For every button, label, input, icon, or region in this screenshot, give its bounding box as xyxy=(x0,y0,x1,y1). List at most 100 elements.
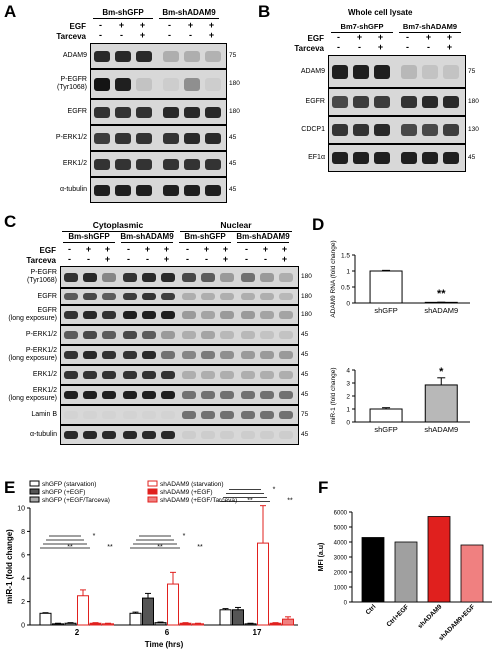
blot-band xyxy=(123,371,137,379)
blot-band xyxy=(123,311,137,319)
blot-band xyxy=(401,152,417,164)
blot-band xyxy=(142,371,156,379)
blot-band xyxy=(136,78,152,91)
mw-marker: 180 xyxy=(468,98,479,105)
treatment-sign: - xyxy=(87,254,90,264)
x-tick-label: 2 xyxy=(75,628,80,637)
treatment-label: Tarceva xyxy=(294,44,324,53)
blot-band xyxy=(102,311,116,319)
blot-band xyxy=(241,311,255,319)
y-tick-label: 4 xyxy=(346,368,350,375)
bar xyxy=(361,537,385,603)
blot-band xyxy=(83,371,97,379)
blot-band xyxy=(163,51,179,62)
treatment-sign: - xyxy=(99,20,102,30)
blot-band xyxy=(142,293,156,300)
blot-band xyxy=(163,78,179,91)
blot-band xyxy=(123,431,137,439)
treatment-label: EGF xyxy=(39,246,56,255)
y-tick-label: 3000 xyxy=(334,556,348,562)
legend-label: shADAM9 (starvation) xyxy=(160,481,224,488)
blot-band xyxy=(184,185,200,196)
group-underline xyxy=(121,242,173,243)
blot-band xyxy=(136,107,152,118)
y-tick-label: 3 xyxy=(346,381,350,388)
treatment-sign: - xyxy=(189,30,192,40)
group-underline xyxy=(237,242,289,243)
treatment-sign: - xyxy=(406,32,409,42)
significance-label: * xyxy=(183,533,186,540)
bar xyxy=(424,384,458,423)
blot-band xyxy=(94,159,110,170)
significance-label: ** xyxy=(287,498,293,505)
treatment-label: EGF xyxy=(69,22,86,31)
blot-band xyxy=(401,65,417,79)
blot-band xyxy=(353,124,369,136)
x-axis-label: Time (hrs) xyxy=(145,640,184,649)
blot-band xyxy=(353,96,369,108)
significance-label: * xyxy=(439,366,444,378)
blot-band xyxy=(83,431,97,439)
blot-strip xyxy=(60,266,299,288)
x-tick-label: Ctrl xyxy=(365,603,378,616)
legend-swatch xyxy=(147,496,158,503)
blot-band xyxy=(163,185,179,196)
treatment-sign: - xyxy=(68,254,71,264)
panel-e-label: E xyxy=(4,478,16,497)
blot-band xyxy=(184,159,200,170)
row-label: EGFR (long exposure) xyxy=(8,307,57,322)
blot-band xyxy=(182,431,196,439)
blot-band xyxy=(374,152,390,164)
blot-band xyxy=(422,124,438,136)
mw-marker: 75 xyxy=(229,52,237,59)
mw-marker: 45 xyxy=(229,160,237,167)
y-tick-label: 8 xyxy=(21,529,25,536)
bar xyxy=(154,622,167,626)
panel-f-label: F xyxy=(318,478,329,497)
panel-c-label: C xyxy=(4,212,17,231)
mw-marker: 130 xyxy=(468,126,479,133)
blot-band xyxy=(161,311,175,319)
bar xyxy=(369,270,403,304)
treatment-sign: + xyxy=(163,254,170,264)
significance-label: * xyxy=(273,487,276,494)
treatment-sign: + xyxy=(446,42,453,52)
y-tick-label: 0.5 xyxy=(341,285,350,292)
blot-band xyxy=(102,371,116,379)
blot-band xyxy=(123,331,137,339)
blot-band xyxy=(182,391,196,399)
panel-b: B Whole cell lysate Bm7-shGFP Bm7-shADAM9… xyxy=(250,0,500,175)
legend-swatch xyxy=(147,480,158,487)
blot-band xyxy=(123,351,137,359)
blot-band xyxy=(94,133,110,144)
blot-band xyxy=(220,351,234,359)
group-underline xyxy=(93,18,153,19)
treatment-label: EGF xyxy=(307,34,324,43)
treatment-sign: - xyxy=(264,254,267,264)
x-tick-label: shADAM9 xyxy=(424,425,458,434)
treatment-sign: - xyxy=(245,244,248,254)
treatment-sign: - xyxy=(406,42,409,52)
treatment-sign: - xyxy=(146,254,149,264)
bar xyxy=(427,516,451,603)
blot-band xyxy=(422,152,438,164)
blot-band xyxy=(64,391,78,399)
treatment-sign: + xyxy=(281,244,288,254)
blot-band xyxy=(220,273,234,282)
blot-band xyxy=(64,273,78,282)
y-tick-label: 0 xyxy=(21,623,25,630)
mw-marker: 180 xyxy=(301,273,312,280)
blot-band xyxy=(374,96,390,108)
treatment-sign: + xyxy=(222,244,229,254)
mw-marker: 45 xyxy=(301,391,309,398)
blot-strip xyxy=(328,88,466,116)
mw-marker: 180 xyxy=(229,80,240,87)
blot-band xyxy=(136,133,152,144)
blot-band xyxy=(163,107,179,118)
row-label: EGFR xyxy=(67,108,87,115)
group-header: Bm-shADAM9 xyxy=(120,232,174,241)
blot-band xyxy=(332,96,348,108)
blot-band xyxy=(115,133,131,144)
blot-band xyxy=(260,431,274,439)
blot-band xyxy=(279,411,293,419)
